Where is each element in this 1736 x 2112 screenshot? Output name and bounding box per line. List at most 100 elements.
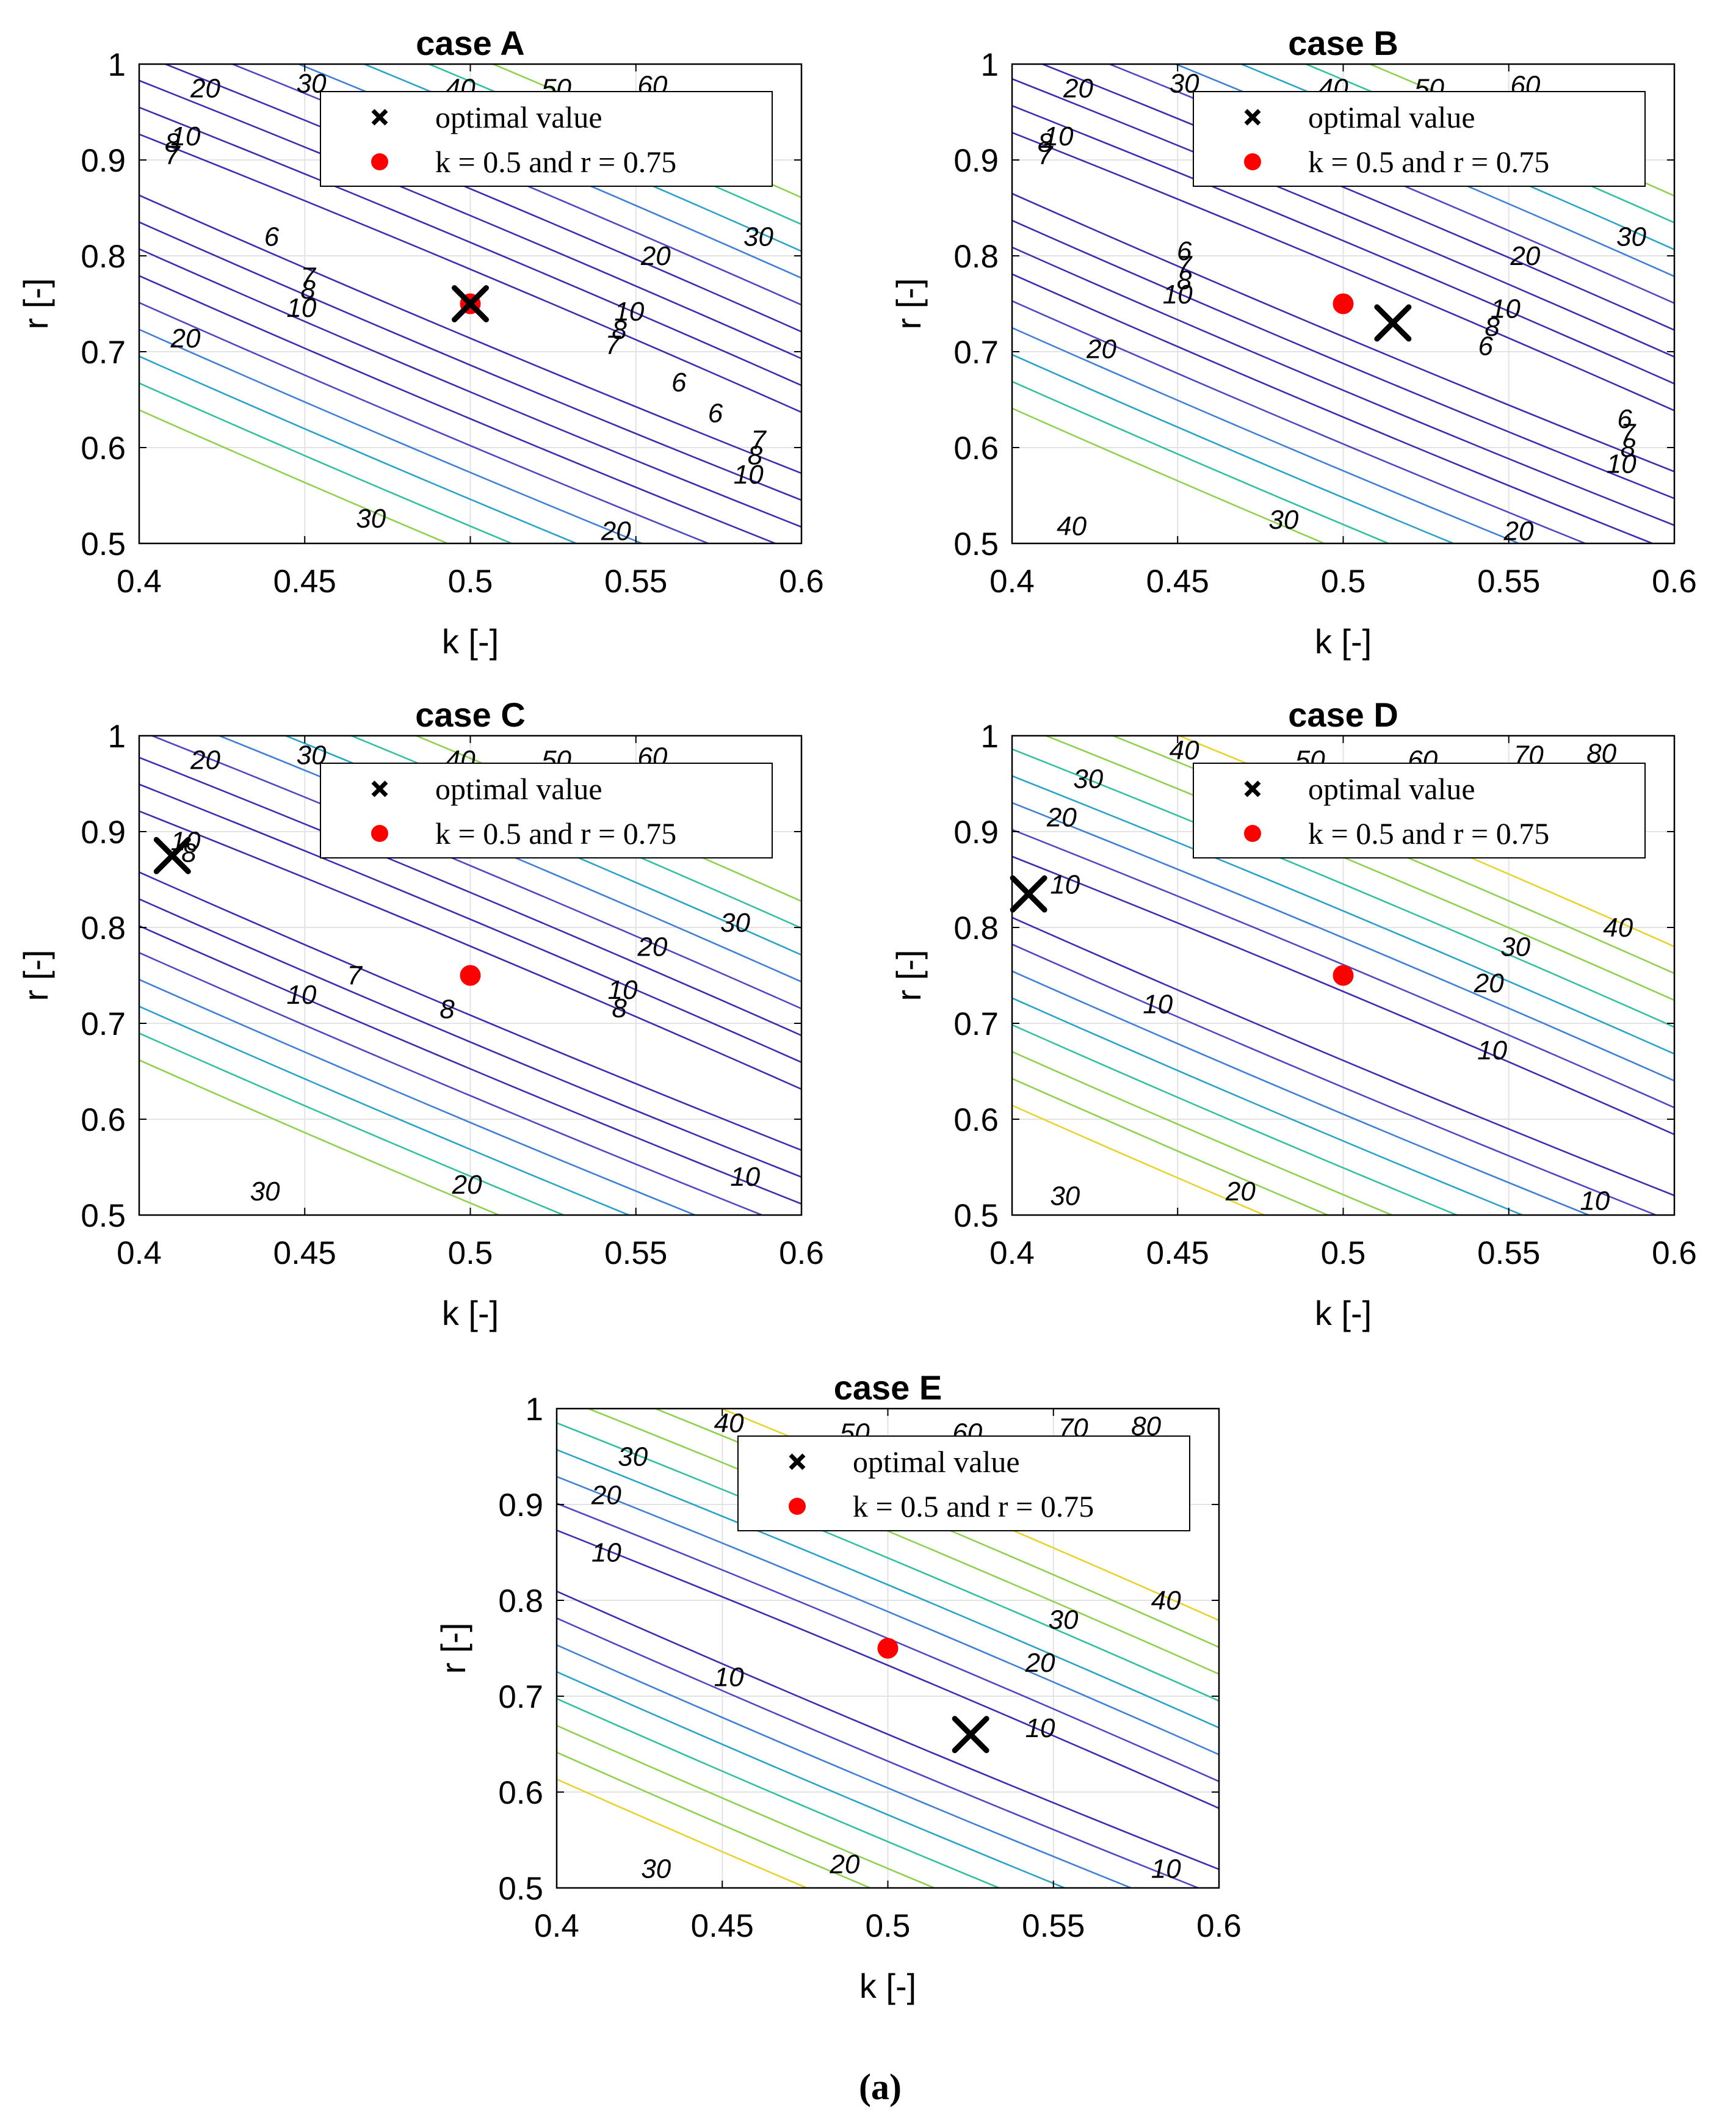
contour-line [1012,1077,1330,1215]
contour-line [1012,104,1674,385]
x-tick-label: 0.5 [866,1908,911,1944]
x-tick-label: 0.45 [1146,1235,1209,1271]
optimal-point-marker [1010,875,1047,913]
contour-label: 10 [1163,280,1193,310]
legend-box [1193,763,1646,858]
contour-line [557,1724,936,1888]
contour-line [139,221,801,501]
contour-label: 30 [1500,932,1530,962]
legend: optimal value k = 0.5 and r = 0.75 [320,763,773,858]
contour-line [557,1529,1219,1809]
x-tick-label: 0.6 [779,1235,824,1271]
contour-line [139,355,579,543]
legend-entry: k = 0.5 and r = 0.75 [853,1489,1094,1523]
x-tick-label: 0.6 [1196,1908,1242,1944]
legend: optimal value k = 0.5 and r = 0.75 [320,91,773,187]
y-tick-label: 0.9 [498,1487,543,1523]
contour-line [150,736,801,1010]
contour-line [139,924,801,1205]
contour-line [139,275,778,543]
contour-label: 20 [1474,968,1504,998]
contour-line [139,757,801,1037]
y-axis-label: r [-] [434,1623,472,1674]
x-tick-label: 0.55 [1022,1908,1085,1944]
contour-label: 30 [1073,764,1103,794]
contour-line [1012,273,1655,543]
contour-label: 10 [608,975,638,1005]
contour-label: 40 [1170,736,1199,766]
contour-line [1012,1024,1459,1215]
contour-line [1012,970,1591,1215]
contour-label: 30 [356,504,386,534]
chart-title: case E [834,1368,942,1407]
contour-label: 30 [1050,1181,1080,1211]
contour-label: 8 [612,993,627,1023]
contour-label: 40 [1151,1586,1181,1616]
legend-entry: optimal value [1308,100,1475,134]
contour-line [139,302,711,543]
y-tick-label: 0.8 [498,1583,543,1619]
legend: optimal value k = 0.5 and r = 0.75 [737,1435,1190,1531]
contour-label: 8 [439,994,455,1024]
y-tick-label: 0.9 [81,143,126,179]
contour-line [1012,1104,1267,1215]
contour-line [1012,916,1674,1197]
x-axis-label: k [-] [859,1967,916,2005]
figure-caption: (a) [859,2067,902,2107]
y-tick-label: 0.7 [81,1006,126,1042]
contour-label: 10 [1491,294,1521,324]
contour-label: 8 [1038,128,1053,158]
contour-line [139,328,645,543]
y-tick-label: 0.5 [953,526,999,562]
contour-label: 10 [614,297,644,327]
contour-label: 40 [1603,913,1633,943]
contour-label: 10 [1580,1186,1610,1216]
contour-lines [1012,64,1674,543]
contour-line [1012,246,1674,526]
legend-optimal-icon [1244,780,1261,797]
contour-label: 20 [1086,334,1116,364]
contour-label: 8 [612,315,627,345]
contour-line [139,1059,501,1215]
contour-label: 7 [606,330,621,360]
chart-panel-c: 2030405060108710820301081030200.40.450.5… [16,695,824,1332]
contour-line [1012,775,1674,1055]
contour-line [1012,407,1327,543]
y-tick-label: 0.6 [81,1102,126,1138]
contour-label: 6 [1177,236,1192,266]
contour-label: 20 [1225,1177,1256,1207]
contour-line [1012,829,1674,1109]
chart-title: case C [415,695,526,734]
chart-title: case D [1288,695,1398,734]
contour-label: 20 [1510,241,1540,271]
contour-line [427,64,801,225]
y-tick-label: 0.8 [81,239,126,275]
y-axis-label: r [-] [16,278,55,330]
y-tick-label: 0.9 [81,815,126,851]
contour-label: 6 [708,398,723,428]
y-tick-label: 0.5 [81,526,126,562]
contour-label: 30 [743,222,773,252]
contour-label: 8 [748,441,763,471]
contour-line [139,248,801,528]
y-tick-label: 0.8 [953,910,999,946]
contour-lines [139,64,801,543]
contour-label: 20 [452,1170,482,1200]
contour-label: 20 [170,324,200,354]
contour-line [139,810,801,1090]
optimal-point-marker [952,1716,989,1754]
y-tick-label: 0.6 [498,1775,543,1811]
contour-line [1012,78,1674,358]
legend-entry: k = 0.5 and r = 0.75 [435,816,676,851]
y-axis-label: r [-] [889,278,928,330]
y-tick-label: 0.5 [498,1871,543,1907]
reference-point-marker [877,1638,899,1659]
y-axis-label: r [-] [16,950,55,1001]
legend-entry: optimal value [435,772,602,806]
contour-label: 20 [1503,517,1534,546]
legend-reference-icon [1244,153,1261,170]
y-axis-label: r [-] [889,950,928,1001]
x-tick-label: 0.5 [448,1235,493,1271]
legend-box [320,91,773,187]
